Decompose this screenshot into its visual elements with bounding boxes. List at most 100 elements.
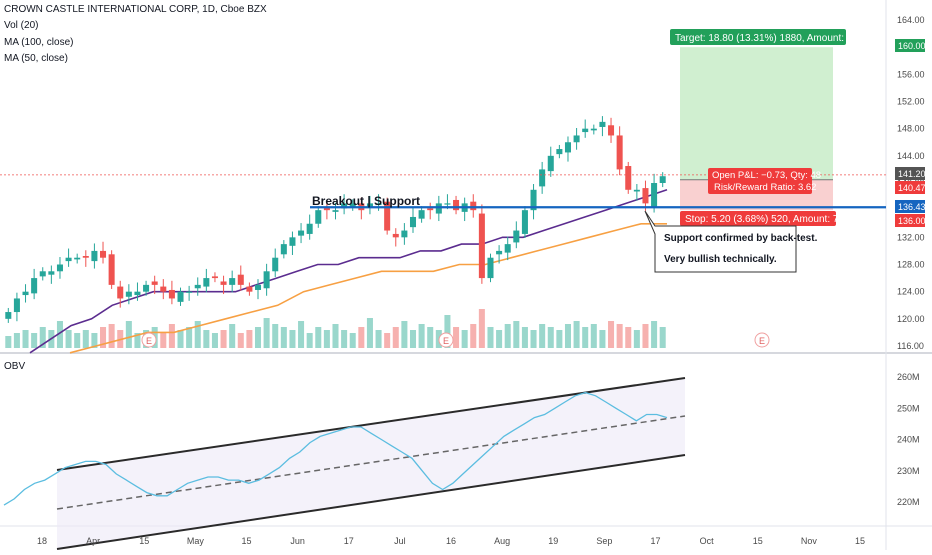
ma100-line[interactable] (29, 189, 668, 354)
target-label-box[interactable] (670, 29, 846, 45)
candle-body (177, 291, 184, 302)
candle-body (513, 230, 520, 243)
candle-body (409, 216, 417, 228)
obv-channel-mid[interactable] (56, 415, 686, 510)
time-axis-tick: Jul (394, 536, 406, 546)
candle-body (315, 210, 322, 224)
candle-body (280, 244, 287, 255)
candle-body (427, 208, 434, 211)
candle-body (220, 281, 227, 285)
volume-bar (590, 324, 597, 348)
candle-body (203, 278, 210, 287)
chart-title: CROWN CASTLE INTERNATIONAL CORP, 1D, Cbo… (4, 4, 267, 15)
earnings-marker-2[interactable]: E (438, 332, 454, 348)
earnings-marker-2-label: E (443, 336, 449, 346)
candle-body (521, 210, 528, 234)
volume-bar (31, 333, 38, 348)
candle-body (31, 278, 38, 294)
volume-bar (22, 330, 29, 348)
volume-bar (513, 321, 520, 348)
volume-bar (384, 333, 391, 348)
price-axis-tick: 164.00 (897, 15, 925, 25)
pnl-label-box[interactable] (708, 168, 812, 194)
candle-body (22, 291, 29, 296)
badge-target (895, 39, 925, 52)
volume-bar (323, 330, 330, 348)
candle-body (289, 237, 296, 246)
candle-body (418, 210, 425, 219)
volume-bar (392, 327, 399, 348)
candle-body (564, 142, 571, 153)
candle-body (435, 203, 442, 214)
volume-bar (160, 333, 167, 348)
ma50-line[interactable] (69, 223, 667, 354)
volume-bar (194, 321, 201, 348)
pnl-label: Open P&L: −0.73, Qty: 48 (712, 170, 821, 181)
volume-bar (125, 321, 132, 348)
price-axis-tick: 120.00 (897, 314, 925, 324)
volume-bar (478, 309, 485, 348)
volume-bar (375, 330, 382, 348)
candle-body (194, 284, 201, 289)
volume-bar (56, 321, 63, 348)
candle-body (599, 121, 606, 127)
candle-body (341, 203, 348, 209)
volume-bar (263, 318, 270, 348)
earnings-marker-1[interactable]: E (141, 332, 157, 348)
time-axis-tick: Nov (801, 536, 818, 546)
obv-channel-upper[interactable] (56, 377, 686, 471)
candle-body (56, 264, 63, 272)
earnings-marker-3[interactable]: E (754, 332, 770, 348)
candle-body (478, 213, 485, 279)
obv-line[interactable] (3, 391, 668, 506)
candle-body (143, 284, 150, 292)
candle-body (254, 284, 262, 290)
candle-body (168, 289, 175, 299)
volume-bar (530, 330, 537, 348)
candle-body (349, 203, 356, 207)
target-zone[interactable] (680, 47, 833, 180)
time-axis-tick: Apr (86, 536, 100, 546)
volume-bar (444, 315, 451, 348)
volume-bar (220, 330, 227, 348)
volume-bar (582, 327, 589, 348)
indicator-ma50: MA (50, close) (4, 53, 68, 64)
price-axis-tick: 128.00 (897, 260, 925, 270)
volume-bar (203, 330, 210, 348)
obv-channel-lower[interactable] (56, 454, 686, 550)
badge-current (895, 167, 925, 180)
breakout-label[interactable]: Breakout | Support (312, 194, 420, 208)
volume-bar (168, 324, 175, 348)
time-axis-tick: 15 (855, 536, 865, 546)
candle-body (237, 274, 244, 285)
obv-axis-tick: 220M (897, 497, 920, 507)
time-axis-tick: 15 (753, 536, 763, 546)
candle-body (151, 281, 158, 285)
volume-bar (366, 318, 373, 348)
volume-bar (349, 333, 356, 348)
candle-body (625, 166, 632, 190)
time-axis-tick: Sep (596, 536, 612, 546)
stop-label-box[interactable] (680, 211, 836, 226)
volume-bar (625, 327, 632, 348)
candle-body (582, 128, 589, 133)
candle-body (272, 257, 279, 272)
volume-bar (539, 324, 546, 348)
time-axis-tick: Aug (494, 536, 510, 546)
candle-body (504, 244, 511, 253)
candle-body (100, 250, 107, 258)
volume-bar (358, 327, 365, 348)
volume-bar (306, 333, 313, 348)
callout-note[interactable] (644, 210, 797, 273)
candle-body (186, 291, 193, 293)
volume-bar (272, 324, 279, 348)
volume-bar (564, 324, 571, 348)
rr-label: Risk/Reward Ratio: 3.62 (714, 182, 816, 193)
volume-bar (608, 321, 615, 348)
badge-entry (895, 181, 925, 194)
volume-bar (237, 333, 244, 348)
volume-bar (39, 327, 46, 348)
volume-bar (470, 324, 477, 348)
candle-body (74, 257, 81, 260)
